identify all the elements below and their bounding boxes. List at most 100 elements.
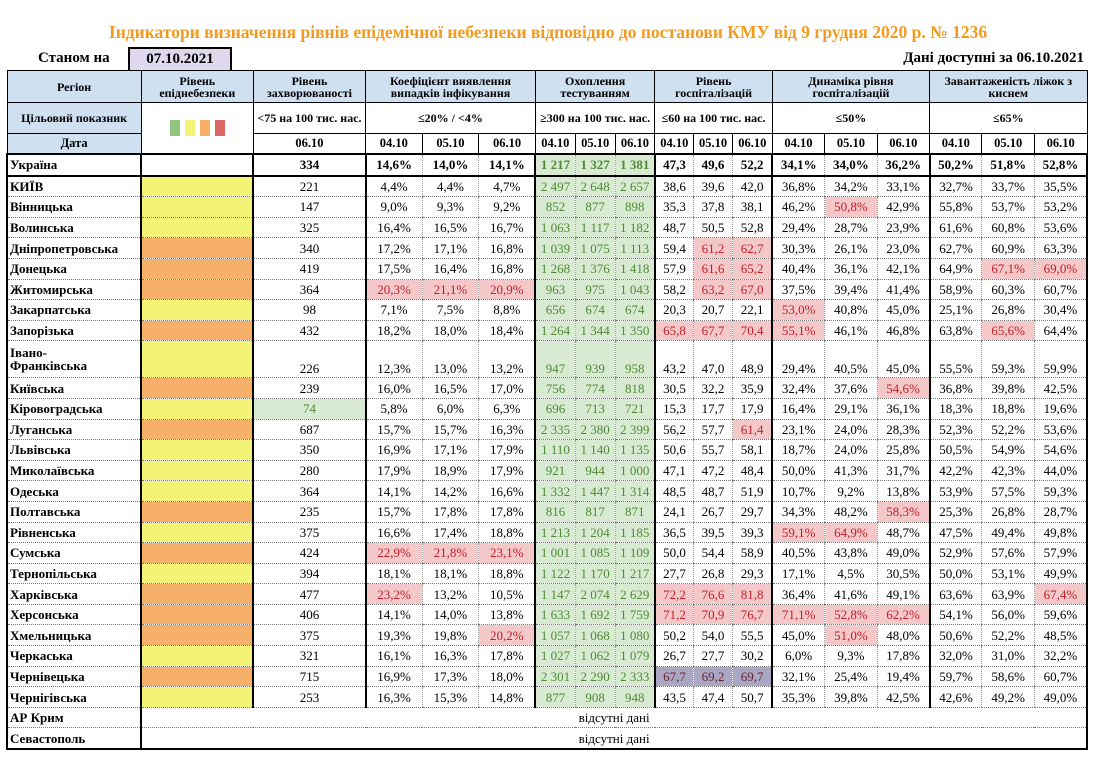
oxygen-value: 50,5%	[928, 439, 982, 461]
hosp-dyn-value: 25,8%	[876, 439, 930, 461]
testing-value: 2 335	[534, 419, 576, 441]
oxygen-value: 60,7%	[1033, 279, 1088, 301]
detection-value: 14,0%	[421, 604, 479, 626]
oxygen-value: 18,8%	[981, 398, 1035, 420]
detection-value: 16,4%	[364, 217, 423, 239]
testing-value: 963	[534, 279, 576, 301]
region-name: Дніпропетровська	[5, 237, 143, 259]
incidence-value: 375	[252, 624, 366, 647]
oxygen-value: 67,1%	[981, 258, 1035, 280]
table-row: Чернівецька 715 16,9% 17,3% 18,0% 2 301 2 290 2…	[5, 666, 1088, 688]
hosp-dyn-value: 39,4%	[824, 279, 878, 301]
hosp-value: 54,4	[693, 542, 733, 564]
testing-value: 1 759	[614, 604, 655, 626]
detection-value: 14,6%	[364, 153, 423, 177]
hosp-dyn-value: 32,1%	[771, 666, 825, 688]
table-row: Миколаївська 280 17,9% 18,9% 17,9% 921 944 1 00…	[5, 460, 1088, 482]
testing-value: 2 648	[574, 175, 616, 198]
hosp-value: 24,1	[653, 501, 694, 523]
hosp-value: 52,8	[731, 217, 773, 239]
hosp-value: 69,7	[731, 666, 773, 688]
incidence-value: 325	[252, 217, 366, 239]
testing-value: 944	[574, 460, 616, 482]
detection-value: 15,7%	[421, 419, 479, 441]
oxygen-value: 60,3%	[981, 279, 1035, 301]
hosp-dyn-value: 16,4%	[771, 398, 825, 420]
hosp-value: 27,7	[653, 563, 694, 585]
testing-value: 713	[574, 398, 616, 420]
hosp-value: 20,3	[653, 299, 694, 321]
header-testing: Охоплення тестуванням	[534, 70, 656, 103]
hosp-value: 76,6	[693, 583, 733, 605]
hosp-value: 47,1	[653, 460, 694, 482]
testing-value: 2 074	[574, 583, 616, 605]
oxygen-value: 33,7%	[981, 175, 1035, 198]
hosp-value: 67,0	[731, 279, 773, 301]
table-row: Харківська 477 23,2% 13,2% 10,5% 1 147 2 074 2 …	[5, 583, 1088, 605]
region-name: Херсонська	[5, 604, 143, 626]
table-row: КИЇВ 221 4,4% 4,4% 4,7% 2 497 2 648 2 657 38,6 39…	[5, 175, 1088, 198]
oxygen-value: 50,0%	[928, 563, 982, 585]
oxygen-value: 39,8%	[981, 377, 1035, 399]
table-row: Закарпатська 98 7,1% 7,5% 8,8% 656 674 674 20,3 2…	[5, 299, 1088, 321]
detection-value: 5,8%	[364, 398, 423, 420]
detection-value: 16,3%	[364, 686, 423, 708]
region-name: КИЇВ	[5, 175, 143, 198]
testing-value: 958	[614, 340, 655, 379]
detection-value: 18,8%	[478, 563, 536, 585]
testing-value: 1 633	[534, 604, 576, 626]
detection-value: 16,7%	[478, 217, 536, 239]
region-name: Одеська	[5, 480, 143, 502]
detection-value: 18,0%	[478, 666, 536, 688]
table-row: Севастополь відсутні дані	[5, 727, 1088, 751]
hosp-dyn-value: 25,4%	[824, 666, 878, 688]
testing-value: 1 217	[534, 153, 576, 177]
oxygen-value: 48,5%	[1033, 624, 1088, 647]
region-name: Донецька	[5, 258, 143, 280]
detection-value: 16,8%	[478, 237, 536, 259]
detection-value: 16,3%	[478, 419, 536, 441]
detection-value: 17,8%	[478, 645, 536, 667]
incidence-value: 147	[252, 196, 366, 218]
oxygen-value: 32,2%	[1033, 645, 1088, 667]
oxygen-value: 63,8%	[928, 320, 982, 342]
hosp-dyn-value: 23,0%	[876, 237, 930, 259]
detection-value: 17,9%	[364, 460, 423, 482]
date-header: 05.10	[574, 133, 616, 155]
hosp-value: 17,7	[693, 398, 733, 420]
region-name: Тернопільська	[5, 563, 143, 585]
hosp-value: 15,3	[653, 398, 694, 420]
date-header: 06.10	[876, 133, 931, 155]
oxygen-value: 49,8%	[1033, 522, 1088, 544]
incidence-value: 253	[252, 686, 366, 708]
oxygen-value: 32,7%	[928, 175, 982, 198]
hosp-dyn-value: 40,5%	[824, 340, 878, 379]
hosp-dyn-value: 49,0%	[876, 542, 930, 564]
testing-value: 1 447	[574, 480, 616, 502]
hosp-dyn-value: 71,1%	[771, 604, 825, 626]
testing-value: 1 063	[534, 217, 576, 239]
region-name: Харківська	[5, 583, 143, 605]
hosp-dyn-value: 29,4%	[771, 340, 825, 379]
testing-value: 1 314	[614, 480, 655, 502]
hosp-dyn-value: 51,0%	[824, 624, 878, 647]
incidence-value: 235	[252, 501, 366, 523]
legend-swatch	[199, 120, 210, 136]
hosp-value: 56,2	[653, 419, 694, 441]
hosp-value: 26,8	[693, 563, 733, 585]
testing-value: 1 110	[534, 439, 576, 461]
testing-value: 2 380	[574, 419, 616, 441]
testing-value: 721	[614, 398, 655, 420]
hosp-dyn-value: 30,5%	[876, 563, 930, 585]
oxygen-value: 19,6%	[1033, 398, 1088, 420]
oxygen-value: 59,9%	[1033, 340, 1088, 379]
hosp-dyn-value: 23,9%	[876, 217, 930, 239]
detection-value: 16,8%	[478, 258, 536, 280]
detection-value: 16,9%	[364, 439, 423, 461]
testing-value: 774	[574, 377, 616, 399]
region-name: АР Крим	[5, 707, 143, 729]
header-detection: Коефіцієнт виявлення випадків інфікуванн…	[365, 70, 536, 103]
hosp-value: 59,4	[653, 237, 694, 259]
oxygen-value: 53,1%	[981, 563, 1035, 585]
table-row: Волинська 325 16,4% 16,5% 16,7% 1 063 1 117 1 1…	[5, 217, 1088, 239]
